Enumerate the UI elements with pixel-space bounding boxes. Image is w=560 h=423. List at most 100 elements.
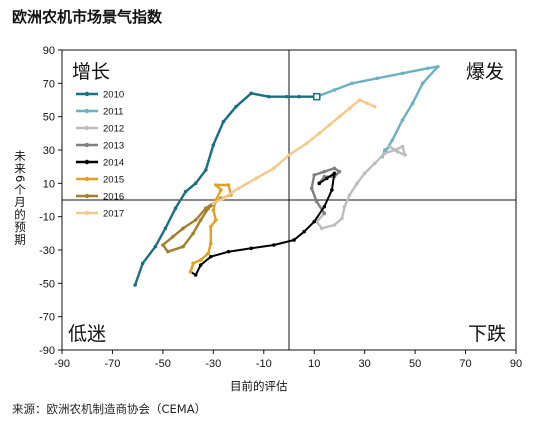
series-line-2016 bbox=[161, 197, 223, 253]
data-point-2014 bbox=[193, 273, 198, 277]
data-point-2015 bbox=[214, 218, 218, 222]
data-point-2014 bbox=[249, 246, 253, 251]
data-point-2017 bbox=[327, 123, 332, 127]
data-point-2017 bbox=[211, 201, 216, 206]
series-line-2010 bbox=[133, 92, 318, 287]
data-point-2015 bbox=[211, 208, 216, 212]
data-point-2015 bbox=[209, 241, 213, 246]
legend-label-2013: 2013 bbox=[103, 141, 124, 152]
data-point-2010 bbox=[140, 261, 145, 266]
data-point-2010 bbox=[211, 143, 216, 147]
data-point-2012 bbox=[403, 153, 407, 157]
y-tick-label: -10 bbox=[39, 212, 55, 224]
data-point-2012 bbox=[383, 151, 387, 156]
data-point-2012 bbox=[342, 204, 347, 209]
data-point-2013 bbox=[314, 199, 319, 204]
y-tick-label: 10 bbox=[43, 178, 55, 190]
series-end-marker-2010 bbox=[312, 92, 321, 101]
data-point-2013 bbox=[322, 169, 327, 174]
data-point-2012 bbox=[388, 144, 392, 149]
series-line-2017 bbox=[212, 98, 376, 205]
data-point-2011 bbox=[420, 81, 425, 86]
data-point-2014 bbox=[317, 181, 322, 186]
data-point-2014 bbox=[322, 204, 327, 209]
legend-label-2016: 2016 bbox=[103, 192, 124, 203]
data-point-2017 bbox=[272, 166, 276, 171]
data-point-2014 bbox=[209, 254, 213, 259]
data-point-2010 bbox=[163, 226, 168, 231]
data-point-2013 bbox=[332, 166, 337, 171]
data-point-2013 bbox=[322, 211, 327, 216]
source-note: 来源：欧洲农机制造商协会（CEMA） bbox=[12, 402, 207, 416]
data-point-2012 bbox=[319, 226, 324, 231]
data-point-2017 bbox=[372, 104, 377, 109]
data-point-2012 bbox=[340, 216, 344, 221]
data-point-2016 bbox=[181, 244, 185, 249]
data-point-2011 bbox=[383, 148, 387, 152]
data-point-2010 bbox=[234, 104, 238, 109]
data-point-2012 bbox=[400, 144, 405, 149]
data-point-2010 bbox=[133, 283, 137, 287]
data-point-2016 bbox=[181, 226, 185, 231]
y-tick-label: 30 bbox=[43, 145, 55, 157]
data-point-2012 bbox=[332, 223, 337, 227]
x-tick-label: 90 bbox=[510, 358, 522, 370]
data-point-2012 bbox=[393, 148, 397, 152]
x-tick-label: 30 bbox=[359, 358, 371, 370]
y-tick-label: -90 bbox=[39, 345, 55, 357]
y-tick-label: 50 bbox=[43, 112, 55, 124]
data-point-2017 bbox=[254, 176, 259, 181]
data-point-2010 bbox=[284, 94, 289, 99]
data-point-2015 bbox=[209, 224, 213, 229]
x-tick-label: -30 bbox=[205, 358, 221, 370]
legend-label-2014: 2014 bbox=[103, 158, 124, 169]
data-point-2010 bbox=[173, 206, 178, 211]
data-point-2010 bbox=[221, 119, 226, 124]
data-point-2015 bbox=[226, 183, 231, 187]
data-point-2011 bbox=[400, 118, 405, 122]
legend-marker-2014 bbox=[84, 159, 90, 165]
data-point-2010 bbox=[249, 91, 253, 96]
x-tick-label: -10 bbox=[256, 358, 272, 370]
data-point-2010 bbox=[267, 94, 271, 99]
x-axis-label: 目前的评估 bbox=[230, 379, 288, 393]
data-point-2012 bbox=[362, 171, 367, 176]
data-point-2015 bbox=[198, 258, 203, 262]
data-point-2017 bbox=[347, 106, 352, 111]
data-point-2014 bbox=[302, 229, 306, 234]
data-point-2014 bbox=[272, 243, 276, 247]
legend-marker-2015 bbox=[84, 176, 90, 182]
x-tick-label: 70 bbox=[459, 358, 471, 370]
data-point-2010 bbox=[193, 181, 198, 186]
data-point-2016 bbox=[166, 249, 170, 254]
data-point-2015 bbox=[191, 261, 195, 266]
data-point-2013 bbox=[309, 186, 314, 191]
data-point-2016 bbox=[171, 234, 175, 239]
chart-title: 欧洲农机市场景气指数 bbox=[12, 8, 163, 26]
data-point-2017 bbox=[337, 114, 342, 119]
data-point-2017 bbox=[365, 101, 369, 106]
data-point-2011 bbox=[425, 66, 430, 71]
y-axis-label: 未来6个月的预期 bbox=[13, 150, 27, 246]
data-point-2014 bbox=[292, 238, 296, 242]
legend-marker-2013 bbox=[84, 142, 90, 148]
legend-marker-2012 bbox=[84, 125, 90, 131]
legend-label-2015: 2015 bbox=[103, 175, 124, 186]
data-point-2014 bbox=[325, 176, 329, 181]
legend-label-2017: 2017 bbox=[103, 209, 124, 220]
data-point-2017 bbox=[304, 141, 309, 146]
data-point-2011 bbox=[375, 76, 380, 81]
data-point-2015 bbox=[206, 251, 211, 256]
legend-marker-2016 bbox=[84, 193, 90, 199]
data-point-2013 bbox=[312, 173, 317, 177]
quadrant-label-top-right: 爆发 bbox=[466, 61, 504, 83]
data-point-2016 bbox=[203, 206, 208, 211]
y-tick-label: 90 bbox=[43, 45, 55, 57]
data-point-2017 bbox=[287, 153, 291, 157]
x-tick-label: -90 bbox=[54, 358, 70, 370]
legend-marker-2011 bbox=[84, 108, 90, 114]
series-line-2011 bbox=[315, 65, 439, 158]
data-point-2015 bbox=[188, 269, 193, 274]
